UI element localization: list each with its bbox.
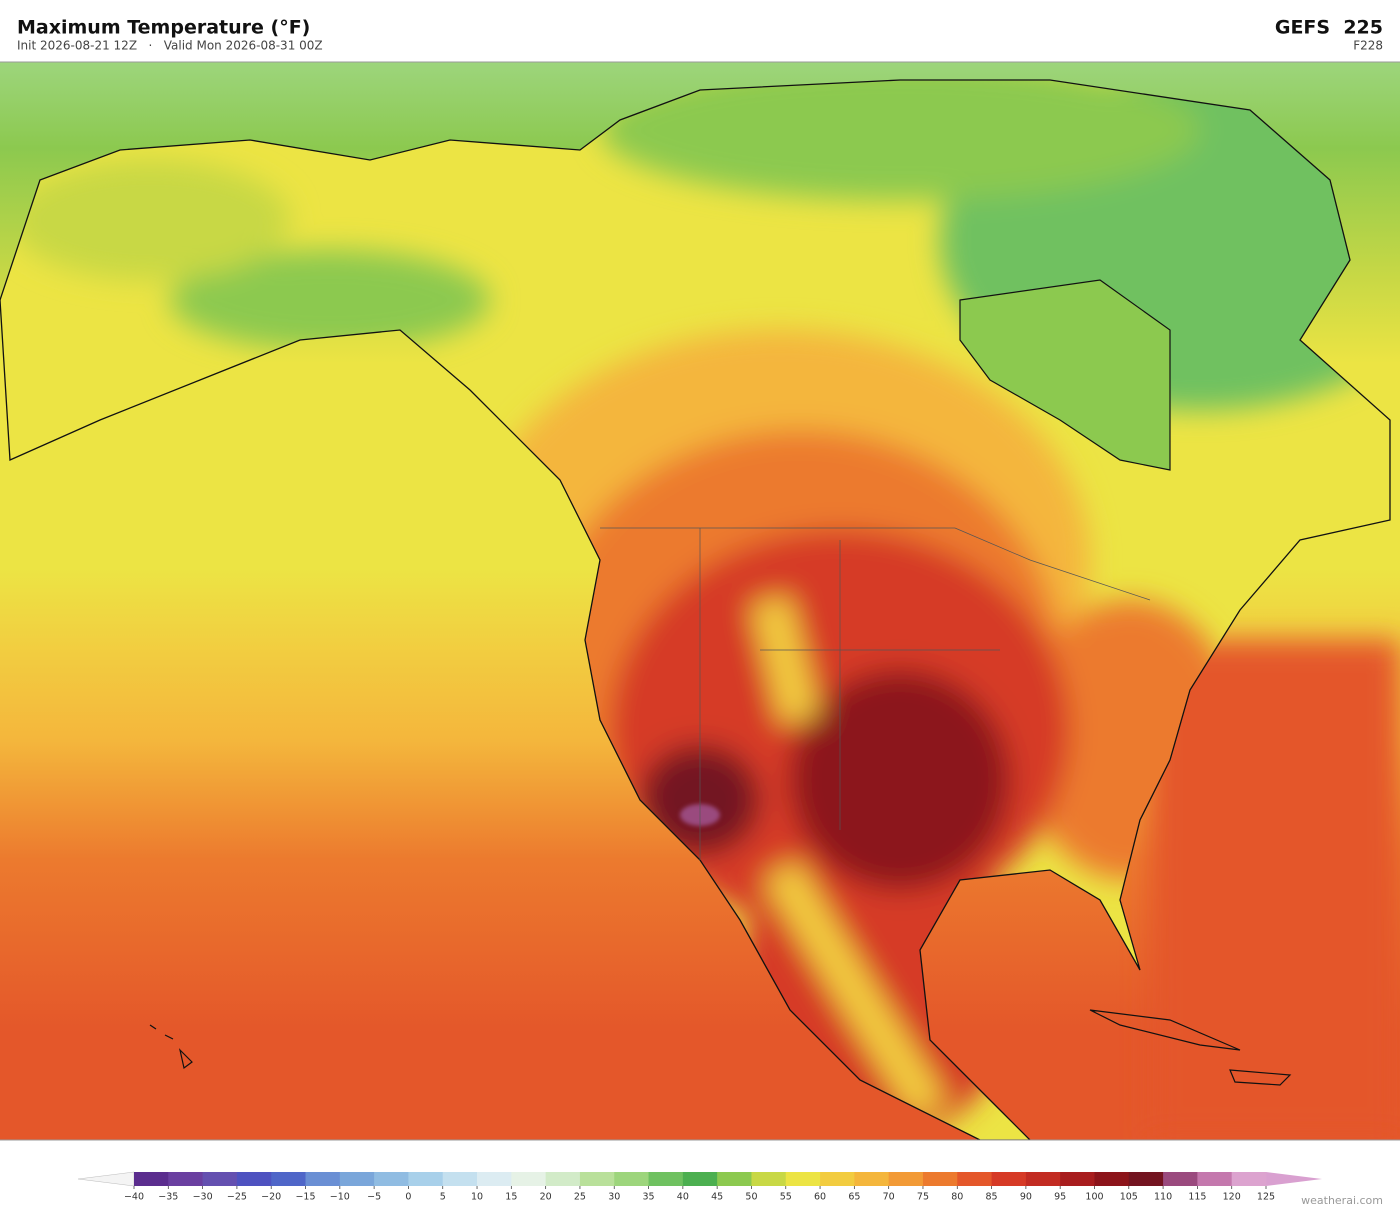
colorbar-tick-label: 90: [1020, 1192, 1032, 1203]
colorbar-segment: [202, 1172, 238, 1186]
hudson-bay: [959, 279, 1171, 471]
colorbar: −40 −35 −30 −25 −20 −15 −10 −5 0 5 10 15 20 25 30 35 40 4…: [77, 1171, 1322, 1203]
colorbar-tick-label: −10: [330, 1192, 350, 1203]
colorbar-segment: [991, 1172, 1027, 1186]
colorbar-tick-label: 125: [1257, 1192, 1275, 1203]
colorbar-tick-label: 95: [1054, 1192, 1066, 1203]
colorbar-tick-label: 0: [405, 1192, 411, 1203]
colorbar-tick-label: −30: [193, 1192, 213, 1203]
colorbar-tick-label: 120: [1223, 1192, 1241, 1203]
colorbar-tick-label: 65: [848, 1192, 860, 1203]
colorbar-segment: [1094, 1172, 1130, 1186]
colorbar-tick-label: 115: [1188, 1192, 1206, 1203]
colorbar-segment: [1060, 1172, 1095, 1186]
colorbar-segment: [785, 1172, 821, 1186]
colorbar-segment: [236, 1172, 272, 1186]
colorbar-segment: [477, 1172, 512, 1186]
colorbar-segment: [648, 1172, 684, 1186]
colorbar-segment: [442, 1172, 478, 1186]
model-label: GEFS 225: [1275, 17, 1383, 39]
colorbar-tick-label: −35: [158, 1192, 178, 1203]
colorbar-tick-label: 70: [883, 1192, 895, 1203]
colorbar-segment: [1163, 1172, 1198, 1186]
colorbar-tick-label: 100: [1085, 1192, 1103, 1203]
colorbar-segment: [957, 1172, 992, 1186]
colorbar-tick-label: 30: [608, 1192, 620, 1203]
colorbar-segment: [408, 1172, 444, 1186]
colorbar-tick-label: −40: [124, 1192, 144, 1203]
colorbar-segment: [374, 1172, 409, 1186]
colorbar-segment: [682, 1172, 718, 1186]
colorbar-segment: [1025, 1172, 1061, 1186]
colorbar-tick-label: 80: [951, 1192, 963, 1203]
colorbar-segment: [1128, 1172, 1164, 1186]
colorbar-segment: [751, 1172, 787, 1186]
borders: [600, 527, 1151, 860]
colorbar-segment: [922, 1172, 958, 1186]
colorbar-segment: [579, 1172, 615, 1186]
colorbar-tick-label: −25: [227, 1192, 247, 1203]
colorbar-over: [1266, 1172, 1322, 1186]
colorbar-tick-label: 60: [814, 1192, 826, 1203]
colorbar-segment: [545, 1172, 581, 1186]
colorbar-segment: [168, 1172, 204, 1186]
subtitle: Init 2026-08-21 12Z · Valid Mon 2026-08-…: [17, 39, 323, 53]
colorbar-tick-label: 45: [711, 1192, 723, 1203]
colorbar-tick-label: 15: [505, 1192, 517, 1203]
colorbar-under: [77, 1171, 135, 1187]
colorbar-tick-label: 75: [917, 1192, 929, 1203]
colorbar-tick-label: −20: [261, 1192, 281, 1203]
colorbar-tick-label: 10: [471, 1192, 483, 1203]
colorbar-tick-label: 40: [677, 1192, 689, 1203]
colorbar-tick-label: −15: [295, 1192, 315, 1203]
colorbar-segment: [614, 1172, 649, 1186]
colorbar-segment: [1197, 1172, 1233, 1186]
colorbar-tick-label: 20: [540, 1192, 552, 1203]
atlantic-field: [1150, 640, 1400, 1140]
colorbar-segment: [1231, 1172, 1267, 1186]
colorbar-segment: [888, 1172, 924, 1186]
colorbar-tick-label: 85: [986, 1192, 998, 1203]
colorbar-segment: [271, 1172, 306, 1186]
colorbar-tick-label: 110: [1154, 1192, 1172, 1203]
colorbar-tick-label: 25: [574, 1192, 586, 1203]
colorbar-segment: [854, 1172, 890, 1186]
watermark: weatherai.com: [1301, 1194, 1383, 1207]
colorbar-tick-label: 35: [642, 1192, 654, 1203]
colorbar-segment: [820, 1172, 855, 1186]
colorbar-segment: [511, 1172, 547, 1186]
forecast-hour: F228: [1353, 39, 1383, 53]
map: [0, 62, 1400, 1140]
colorbar-tick-label: 50: [745, 1192, 757, 1203]
title: Maximum Temperature (°F): [17, 17, 310, 39]
colorbar-tick-label: 5: [440, 1192, 446, 1203]
islands: [149, 1009, 1292, 1086]
colorbar-tick-label: 105: [1120, 1192, 1138, 1203]
colorbar-segment: [339, 1172, 375, 1186]
colorbar-segment: [134, 1172, 169, 1186]
colorbar-segment: [717, 1172, 752, 1186]
colorbar-tick-label: 55: [780, 1192, 792, 1203]
colorbar-segment: [305, 1172, 341, 1186]
colorbar-tick-label: −5: [367, 1192, 381, 1203]
